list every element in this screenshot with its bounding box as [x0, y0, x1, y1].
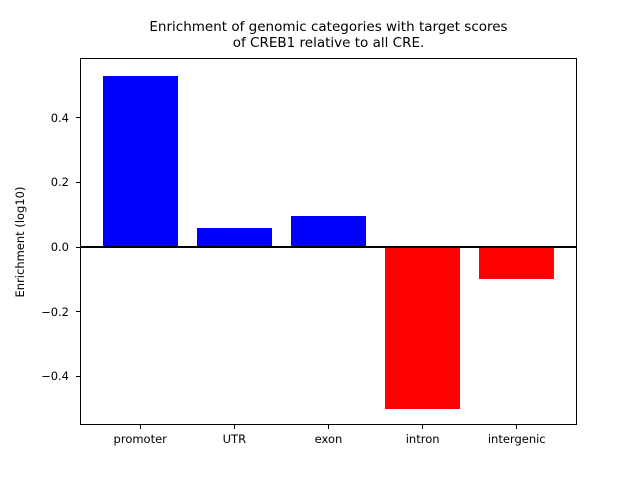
chart-title: Enrichment of genomic categories with ta…	[149, 19, 508, 52]
bar-promoter	[102, 75, 178, 248]
bar-intron	[384, 247, 461, 409]
y-tick-label: 0.4	[50, 110, 69, 125]
y-tick-label: −0.2	[41, 304, 69, 319]
y-axis-tick	[76, 117, 80, 119]
y-tick-label: −0.4	[41, 369, 69, 384]
zero-line	[81, 246, 576, 249]
y-axis-tick	[76, 246, 80, 248]
y-axis-tick	[76, 181, 80, 183]
y-tick-label: 0.0	[50, 240, 69, 255]
y-axis-tick	[76, 311, 80, 313]
x-tick-label-exon: exon	[314, 432, 343, 446]
x-tick-label-promoter: promoter	[113, 432, 167, 446]
x-axis-tick	[422, 425, 424, 429]
x-tick-label-intron: intron	[405, 432, 440, 446]
y-axis-tick	[76, 375, 80, 377]
x-axis-tick	[516, 425, 518, 429]
x-tick-label-intergenic: intergenic	[487, 432, 546, 446]
x-axis-tick	[233, 425, 235, 429]
bar-exon	[290, 216, 367, 248]
bar-intergenic	[479, 247, 555, 280]
bar-UTR	[196, 227, 273, 248]
x-axis-tick	[328, 425, 329, 429]
x-axis-tick	[139, 425, 141, 429]
y-tick-label: 0.2	[50, 175, 69, 190]
x-tick-label-UTR: UTR	[222, 432, 247, 446]
